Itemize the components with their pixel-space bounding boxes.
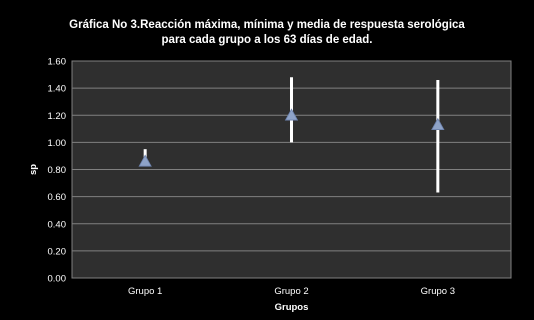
y-tick-label: 0.80 (48, 165, 67, 176)
y-tick-labels: 0.00 0.20 0.40 0.60 0.80 1.00 1.20 1.40 1.60 (48, 57, 67, 285)
y-tick-label: 1.60 (48, 57, 67, 68)
y-tick-label: 1.40 (48, 84, 67, 95)
y-tick-label: 1.00 (48, 138, 67, 149)
mean-marker (431, 117, 445, 130)
y-tick-label: 0.20 (48, 246, 67, 257)
x-axis-title: Grupos (275, 302, 309, 313)
y-tick-label: 0.00 (48, 274, 67, 285)
mean-marker (284, 108, 299, 121)
x-tick-labels: Grupo 1 Grupo 2 Grupo 3 (128, 286, 455, 297)
chart-title-line-2: para cada grupo a los 63 días de edad. (161, 34, 373, 46)
chart-title: Gráfica No 3.Reacción máxima, mínima y m… (0, 18, 534, 48)
x-tick-label: Grupo 1 (128, 286, 162, 297)
x-tick-label: Grupo 3 (421, 286, 455, 297)
x-tick-label: Grupo 2 (274, 286, 308, 297)
y-tick-label: 0.60 (48, 192, 67, 203)
mean-marker (138, 154, 152, 167)
y-tick-label: 0.40 (48, 219, 67, 230)
chart-title-line-1: Gráfica No 3.Reacción máxima, mínima y m… (69, 19, 465, 31)
y-tick-label: 1.20 (48, 111, 67, 122)
y-axis-title: sp (28, 164, 39, 175)
mean-markers (138, 108, 445, 167)
